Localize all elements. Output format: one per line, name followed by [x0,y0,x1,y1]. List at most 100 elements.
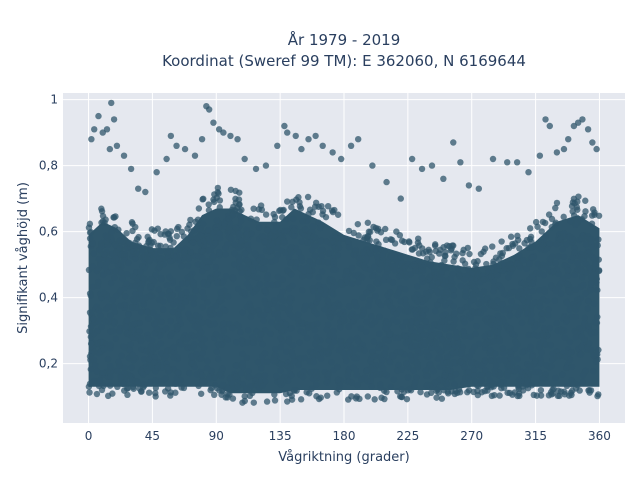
scatter-point [365,302,373,310]
scatter-point [100,346,108,353]
scatter-point [145,315,152,322]
scatter-point [274,273,282,281]
scatter-point [457,306,465,314]
scatter-point [335,346,342,354]
scatter-point [198,319,206,326]
scatter-point [334,363,341,371]
scatter-point [227,374,235,382]
scatter-point [486,377,494,384]
scatter-point [105,303,112,311]
scatter-point [361,263,368,271]
scatter-point [194,216,202,223]
scatter-point [386,330,393,338]
scatter-point [463,284,470,292]
scatter-outlier-point [142,188,149,196]
scatter-point [174,368,182,376]
scatter-point [87,366,94,373]
scatter-point [178,291,185,298]
scatter-point [266,300,273,308]
scatter-point [157,274,165,282]
scatter-point [233,338,240,346]
scatter-point [553,353,560,361]
scatter-point [552,374,559,382]
scatter-point [145,389,153,396]
scatter-point [582,208,589,215]
scatter-point [377,229,385,236]
scatter-point [183,288,190,296]
scatter-point [387,383,395,391]
scatter-point [359,312,366,319]
scatter-point [397,298,404,305]
scatter-outlier-point [475,185,483,192]
x-tick-label: 270 [460,429,483,443]
scatter-point [168,330,176,337]
scatter-point [169,277,176,284]
scatter-point [234,285,242,293]
x-tick-label: 45 [145,429,160,443]
scatter-point [297,205,305,212]
scatter-point [90,356,98,364]
chart-title-line1: År 1979 - 2019 [288,30,401,49]
scatter-point [449,324,456,331]
scatter-point [112,268,119,275]
scatter-point [527,243,534,251]
scatter-point [213,227,220,234]
scatter-point [107,279,115,287]
scatter-point [566,306,574,313]
scatter-point [115,358,122,366]
scatter-point [489,315,496,323]
scatter-point [123,280,130,287]
scatter-point [157,340,165,347]
scatter-point [239,309,246,316]
scatter-point [396,306,404,313]
scatter-point [268,232,275,239]
scatter-point [506,362,513,369]
scatter-point [438,395,446,402]
scatter-point [355,279,362,286]
scatter-point [123,330,131,337]
scatter-point [423,382,430,389]
scatter-point [324,202,332,210]
scatter-point [153,318,160,326]
scatter-point [512,338,519,346]
scatter-point [560,213,567,221]
scatter-point [328,207,336,214]
scatter-outlier-point [584,126,592,133]
scatter-point [151,354,159,361]
scatter-point [244,241,252,248]
scatter-point [457,350,465,357]
scatter-point [355,232,362,239]
scatter-point [431,379,439,386]
scatter-point [323,238,330,245]
scatter-outlier-point [329,149,336,156]
scatter-point [450,302,457,310]
scatter-outlier-point [546,122,553,130]
scatter-point [556,392,563,400]
scatter-point [578,215,586,223]
scatter-point [220,327,227,334]
scatter-point [414,314,421,322]
scatter-point [178,262,185,270]
scatter-point [199,289,206,296]
scatter-point [107,373,114,380]
scatter-point [361,347,368,354]
scatter-point [407,352,414,359]
scatter-point [309,303,317,311]
scatter-point [571,271,578,278]
scatter-point [206,307,213,315]
scatter-point [393,310,400,318]
scatter-point [422,306,429,313]
scatter-point [436,250,443,257]
scatter-point [257,311,264,319]
scatter-point [359,294,367,302]
scatter-point [95,255,102,263]
scatter-point [595,267,603,274]
scatter-point [550,267,557,275]
scatter-point [199,378,206,385]
scatter-point [393,292,401,299]
scatter-point [244,373,252,380]
scatter-point [512,303,520,310]
scatter-point [181,249,188,256]
scatter-point [473,322,480,330]
scatter-point [89,239,97,247]
